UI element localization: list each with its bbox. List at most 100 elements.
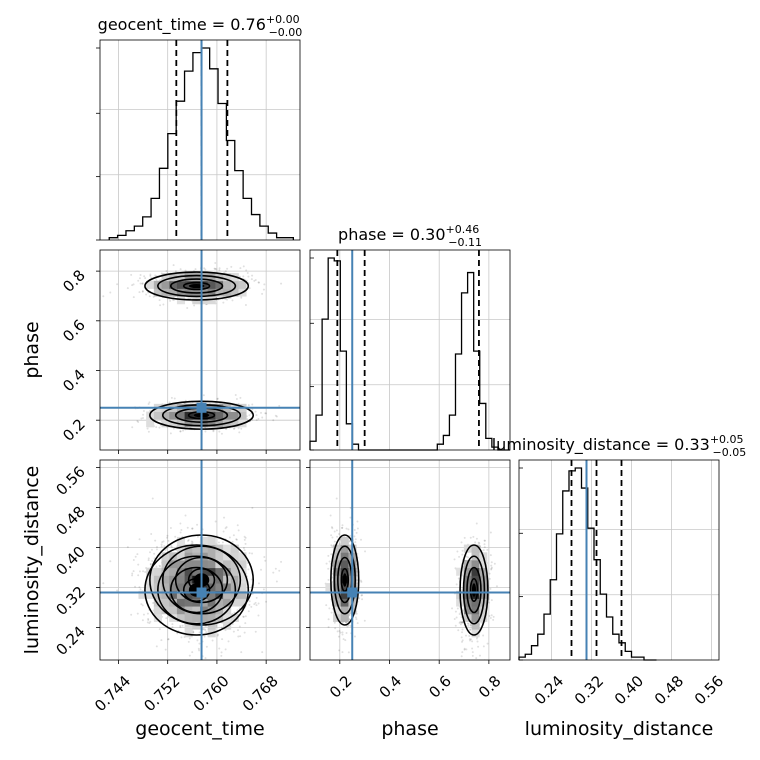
sample-point xyxy=(471,651,474,654)
sample-point xyxy=(476,640,479,643)
density-cell xyxy=(176,552,186,561)
density-cell xyxy=(161,583,170,592)
density-cell xyxy=(161,419,170,428)
sample-point xyxy=(461,631,464,634)
sample-point xyxy=(235,397,238,400)
truth-marker xyxy=(196,402,207,413)
sample-point xyxy=(231,540,234,543)
sample-point xyxy=(364,550,367,553)
sample-point xyxy=(169,432,172,435)
sample-point xyxy=(257,417,260,420)
density-cell xyxy=(200,280,209,289)
sample-point xyxy=(149,563,152,566)
sample-point xyxy=(458,621,461,624)
sample-point xyxy=(226,267,229,270)
sample-point xyxy=(145,293,148,296)
sample-point xyxy=(280,560,283,563)
density-cell xyxy=(176,575,186,584)
density-cell xyxy=(184,273,193,282)
sample-point xyxy=(460,621,463,624)
sample-point xyxy=(131,426,134,429)
sample-point xyxy=(243,549,246,552)
sample-point xyxy=(325,562,328,565)
sample-point xyxy=(349,516,352,519)
density-cell xyxy=(207,575,216,584)
sample-point xyxy=(224,270,227,273)
sample-point xyxy=(265,600,268,603)
sample-point xyxy=(261,416,264,419)
density-cell xyxy=(184,419,193,428)
sample-point xyxy=(488,572,491,575)
sample-point xyxy=(203,635,206,638)
sample-point xyxy=(257,281,260,284)
sample-point xyxy=(126,546,129,549)
contour-level xyxy=(144,271,250,301)
density-cell xyxy=(207,606,216,615)
sample-point xyxy=(137,420,140,423)
sample-point xyxy=(272,419,275,422)
density-cell xyxy=(230,567,239,576)
sample-point xyxy=(475,657,478,660)
sample-point xyxy=(167,539,170,542)
density-cell xyxy=(192,273,201,282)
sample-point xyxy=(169,299,172,302)
density-cell xyxy=(161,560,170,569)
sample-point xyxy=(341,524,344,527)
sample-point xyxy=(155,426,158,429)
density-cell xyxy=(238,560,247,569)
sample-point xyxy=(206,670,208,672)
density-cell xyxy=(230,288,239,297)
sample-point xyxy=(247,404,250,407)
sample-point xyxy=(255,414,258,417)
sample-point xyxy=(358,597,361,600)
sample-point xyxy=(236,609,239,612)
sample-point xyxy=(488,601,491,604)
sample-point xyxy=(345,527,348,530)
sample-point xyxy=(275,580,278,583)
density-cell xyxy=(161,590,170,599)
sample-point xyxy=(460,541,463,544)
sample-point xyxy=(140,603,143,606)
sample-point xyxy=(330,553,333,556)
sample-point xyxy=(345,621,348,624)
sample-point xyxy=(224,648,227,651)
sample-point xyxy=(216,398,219,401)
density-cell xyxy=(230,544,239,553)
sample-point xyxy=(149,620,152,623)
sample-point xyxy=(262,288,265,291)
sample-point xyxy=(257,281,260,284)
sample-point xyxy=(224,298,227,301)
density-cell xyxy=(184,583,193,592)
sample-point xyxy=(327,626,330,629)
sample-point xyxy=(261,651,264,654)
panel-title-geocent_time: geocent_time = 0.76+0.00 −0.00 xyxy=(98,13,303,39)
density-cell xyxy=(138,590,147,599)
density-cell xyxy=(223,560,232,569)
sample-point xyxy=(170,544,173,547)
sample-point xyxy=(126,287,129,290)
sample-point xyxy=(339,631,342,634)
sample-point xyxy=(341,651,344,654)
sample-point xyxy=(155,278,158,281)
contour-level xyxy=(144,544,250,636)
sample-point xyxy=(260,568,263,571)
sample-point xyxy=(238,625,241,628)
title-plus: +0.05 xyxy=(710,433,744,446)
sample-point xyxy=(274,567,277,570)
sample-point xyxy=(461,628,464,631)
sample-point xyxy=(490,564,493,567)
sample-point xyxy=(204,629,207,632)
sample-point xyxy=(235,538,238,541)
sample-point xyxy=(141,290,144,293)
sample-point xyxy=(467,622,470,625)
density-cell xyxy=(200,613,209,622)
sample-point xyxy=(116,589,119,592)
sample-point xyxy=(142,413,145,416)
sample-point xyxy=(155,565,158,568)
sample-point xyxy=(134,555,137,558)
contour-level xyxy=(169,566,224,614)
density-cell xyxy=(161,552,170,561)
title-minus: −0.05 xyxy=(713,446,747,459)
sample-point xyxy=(162,303,165,306)
